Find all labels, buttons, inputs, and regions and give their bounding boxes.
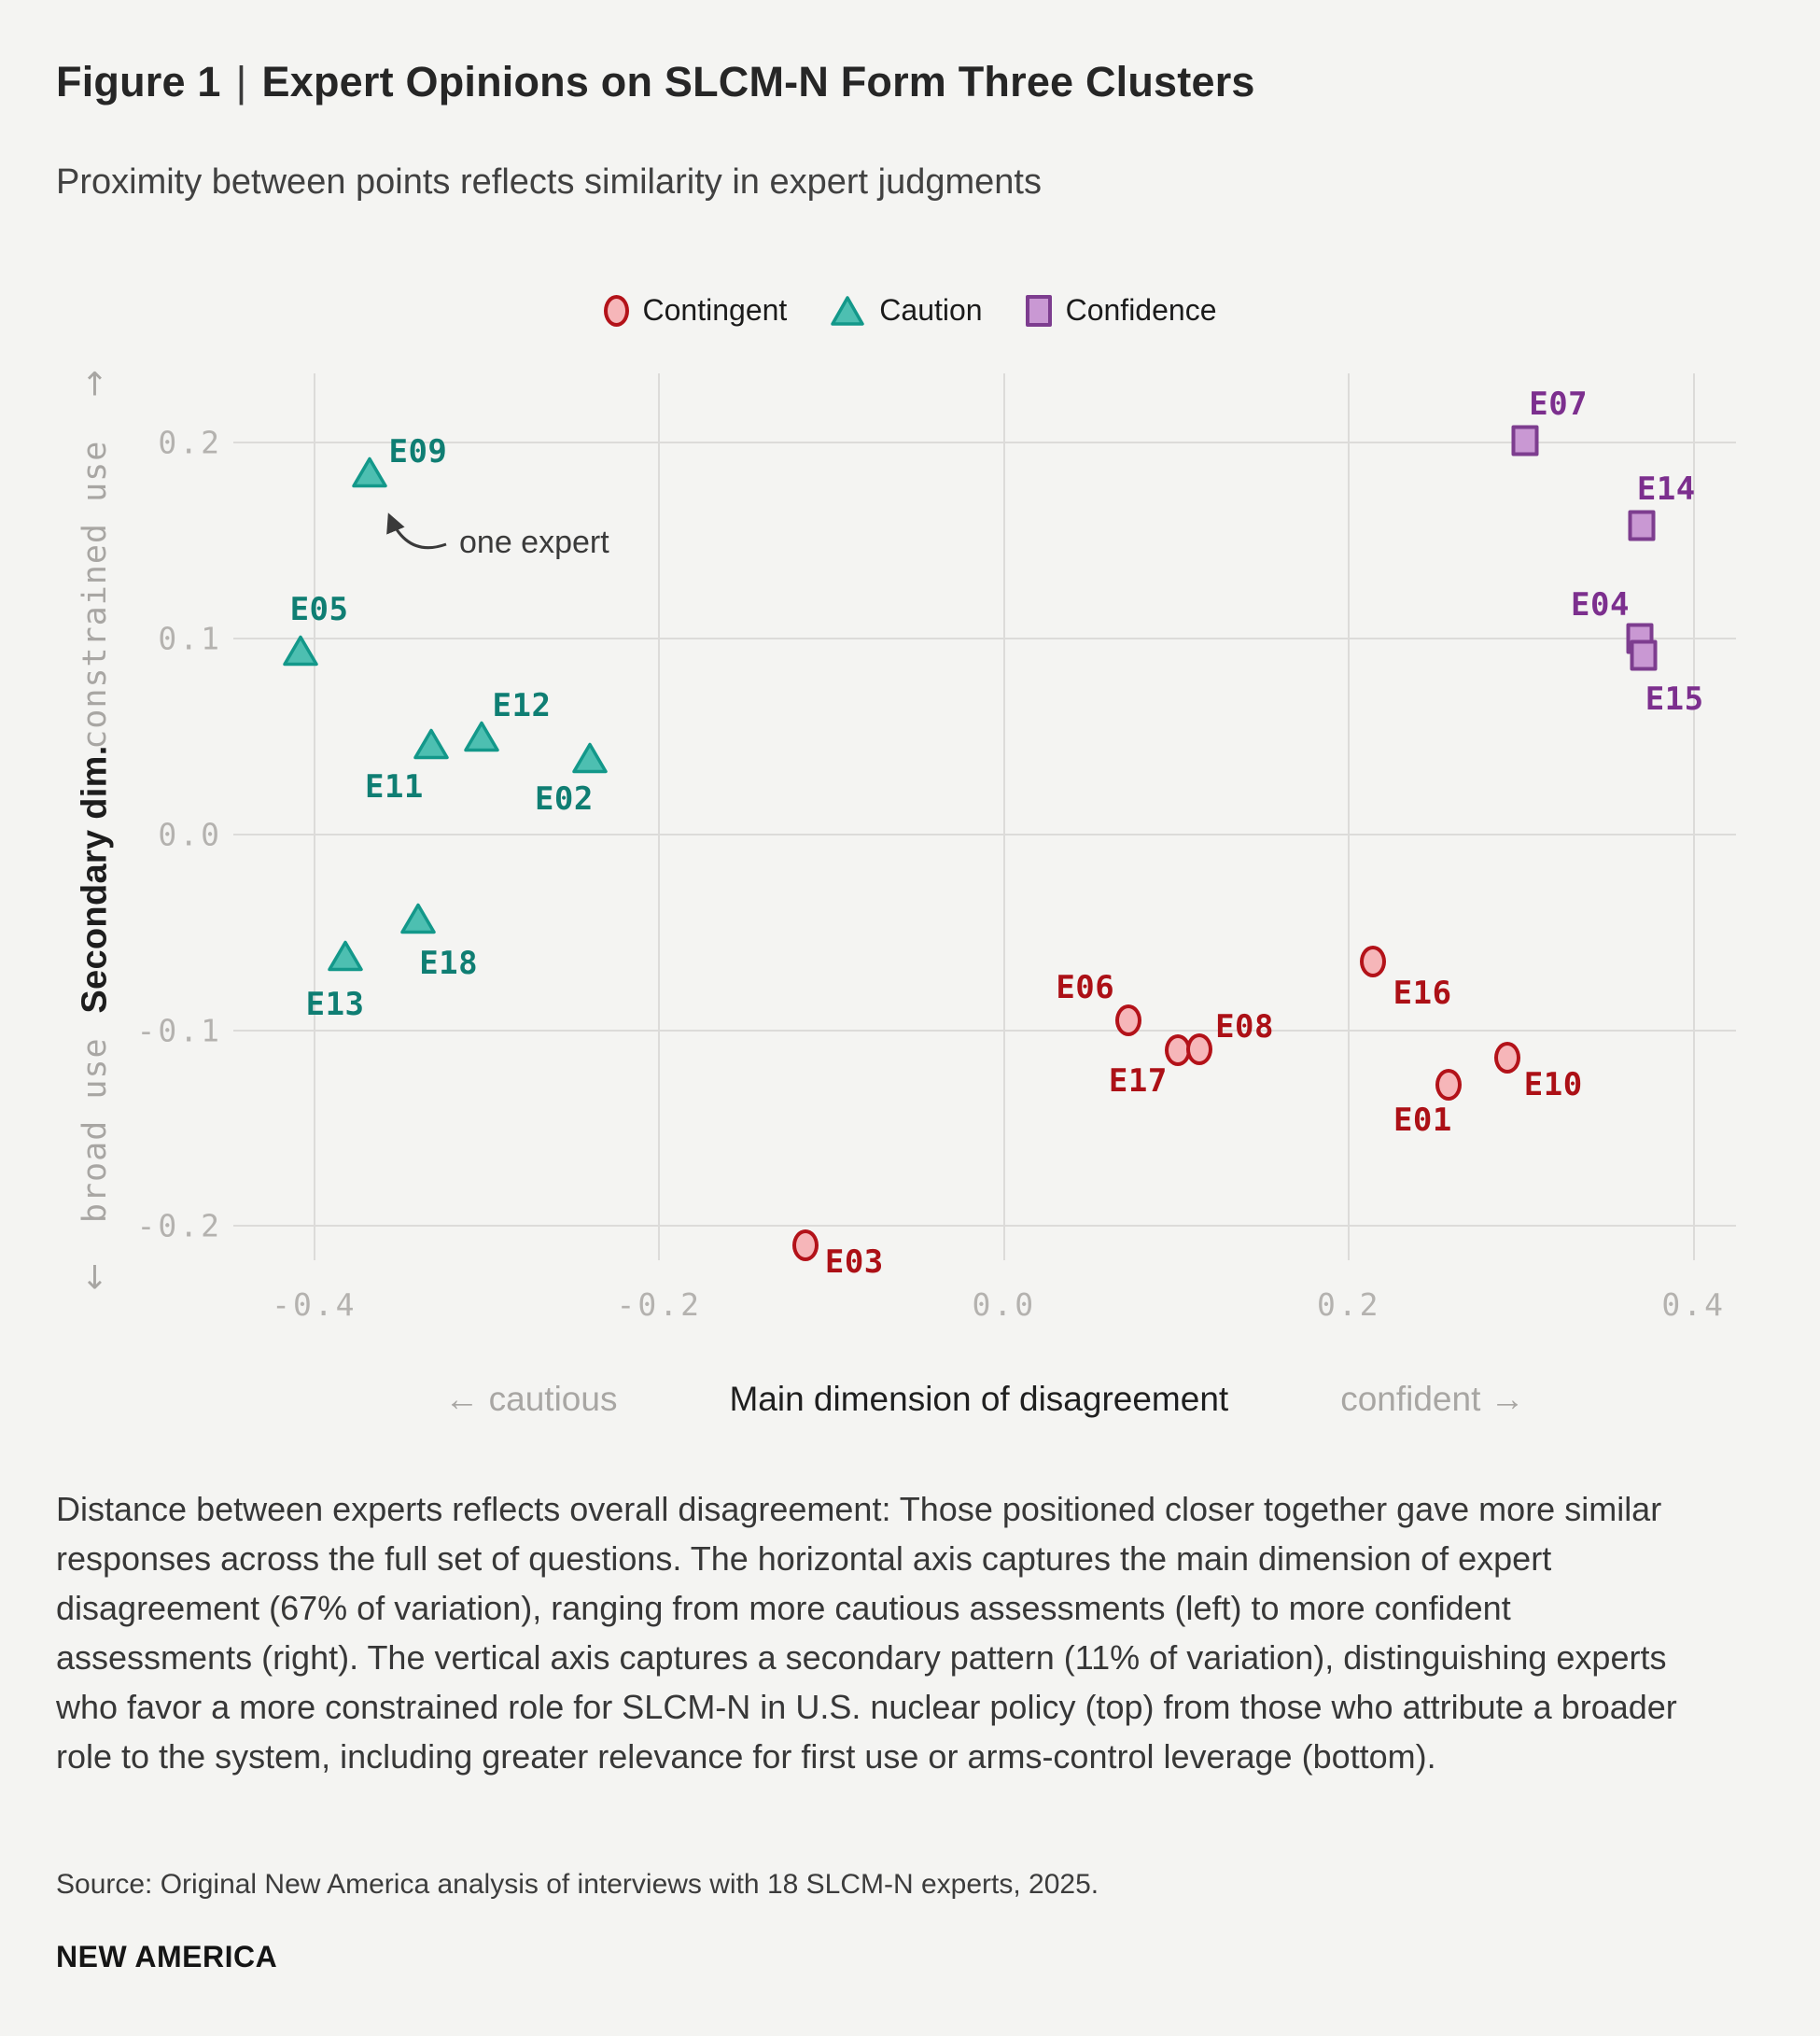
gridline-vertical bbox=[1002, 373, 1005, 1260]
legend-label: Confidence bbox=[1065, 293, 1217, 327]
data-point-E14 bbox=[1628, 510, 1656, 541]
point-label-E16: E16 bbox=[1393, 975, 1452, 1013]
gridline-vertical bbox=[1348, 373, 1351, 1260]
x-tick-label: 0.4 bbox=[1661, 1286, 1727, 1323]
x-tick-label: 0.2 bbox=[1316, 1286, 1381, 1323]
data-point-E01 bbox=[1435, 1069, 1463, 1102]
gridline-vertical bbox=[313, 373, 315, 1260]
y-tick-label: 0.2 bbox=[158, 424, 222, 461]
square-legend-icon bbox=[1025, 294, 1052, 327]
down-arrow-icon: ↓ bbox=[80, 1259, 110, 1298]
point-label-E14: E14 bbox=[1636, 470, 1696, 508]
annotation-text: one expert bbox=[459, 525, 609, 560]
data-point-E07 bbox=[1511, 425, 1539, 456]
y-axis-label-top-text: constrained use bbox=[77, 440, 114, 750]
y-tick-label: 0.1 bbox=[158, 620, 222, 657]
y-axis-label-broad-use: ↓ broad use bbox=[77, 1037, 114, 1297]
brand-logo: NEW AMERICA bbox=[56, 1940, 278, 1973]
point-label-E05: E05 bbox=[289, 590, 349, 628]
data-point-E09 bbox=[352, 456, 387, 488]
point-label-E18: E18 bbox=[419, 945, 479, 983]
y-axis-label-bottom-text: broad use bbox=[77, 1037, 114, 1224]
gridline-vertical bbox=[658, 373, 661, 1260]
y-tick-label: -0.1 bbox=[136, 1012, 222, 1049]
gridline-horizontal bbox=[233, 638, 1736, 640]
chart-legend: Contingent Caution Confidence bbox=[0, 293, 1820, 328]
x-tick-label: -0.2 bbox=[616, 1286, 703, 1323]
legend-item-confidence: Confidence bbox=[1025, 293, 1217, 328]
source-note: Source: Original New America analysis of… bbox=[56, 1869, 1099, 1900]
y-tick-label: 0.0 bbox=[158, 816, 222, 853]
triangle-legend-icon bbox=[831, 295, 865, 326]
data-point-E06 bbox=[1114, 1004, 1141, 1037]
x-axis-label-confident: confident → bbox=[1340, 1380, 1525, 1418]
data-point-E16 bbox=[1360, 946, 1387, 978]
point-label-E01: E01 bbox=[1393, 1102, 1452, 1140]
data-point-E18 bbox=[399, 903, 436, 934]
x-axis-labels: ← cautious Main dimension of disagreemen… bbox=[233, 1380, 1736, 1419]
point-label-E17: E17 bbox=[1108, 1061, 1168, 1100]
gridline-vertical bbox=[1692, 373, 1695, 1260]
circle-legend-icon bbox=[603, 294, 629, 327]
title-text: Expert Opinions on SLCM-N Form Three Clu… bbox=[261, 58, 1255, 105]
legend-item-caution: Caution bbox=[830, 293, 983, 328]
point-label-E15: E15 bbox=[1645, 680, 1704, 718]
data-point-E11 bbox=[413, 729, 450, 760]
data-point-E02 bbox=[572, 742, 609, 774]
x-axis-label-cautious: ← cautious bbox=[444, 1380, 618, 1418]
data-point-E13 bbox=[328, 940, 363, 972]
point-label-E09: E09 bbox=[388, 432, 448, 470]
gridline-horizontal bbox=[233, 442, 1736, 444]
data-point-E08 bbox=[1185, 1032, 1212, 1065]
up-arrow-icon: ↑ bbox=[80, 366, 110, 404]
page-title: Figure 1 | Expert Opinions on SLCM-N Form … bbox=[56, 58, 1255, 106]
y-axis-title: Secondary dim. bbox=[75, 745, 115, 1014]
plot-area: E05 E09 E11 E12 E02 E18 E13 E06 E17 E08 E16 E01 E10 E… bbox=[233, 373, 1736, 1281]
annotation-arrow bbox=[386, 513, 447, 550]
point-label-E13: E13 bbox=[305, 985, 365, 1023]
data-point-E10 bbox=[1494, 1041, 1521, 1074]
page-subtitle: Proximity between points reflects simila… bbox=[56, 162, 1042, 202]
x-tick-label: 0.0 bbox=[972, 1286, 1037, 1323]
point-label-E02: E02 bbox=[534, 780, 594, 819]
figure-caption: Distance between experts reflects overal… bbox=[56, 1490, 1677, 1776]
legend-label: Contingent bbox=[642, 293, 788, 327]
y-tick-label: -0.2 bbox=[136, 1207, 222, 1244]
legend-item-contingent: Contingent bbox=[603, 293, 788, 328]
x-tick-label: -0.4 bbox=[272, 1286, 357, 1323]
point-label-E06: E06 bbox=[1056, 969, 1115, 1007]
data-point-E05 bbox=[283, 635, 318, 666]
point-label-E12: E12 bbox=[492, 687, 552, 725]
point-label-E04: E04 bbox=[1571, 586, 1630, 625]
point-label-E11: E11 bbox=[364, 768, 424, 807]
gridline-horizontal bbox=[233, 833, 1736, 835]
data-point-E15 bbox=[1630, 639, 1658, 671]
point-label-E07: E07 bbox=[1529, 386, 1589, 424]
data-point-E12 bbox=[464, 721, 499, 752]
gridline-horizontal bbox=[233, 1029, 1736, 1032]
title-separator: | bbox=[235, 58, 247, 105]
gridline-horizontal bbox=[233, 1225, 1736, 1228]
x-axis-title: Main dimension of disagreement bbox=[729, 1380, 1229, 1418]
figure-number: Figure 1 bbox=[56, 58, 221, 105]
data-point-E03 bbox=[792, 1229, 819, 1262]
legend-label: Caution bbox=[879, 293, 983, 327]
point-label-E08: E08 bbox=[1215, 1007, 1274, 1046]
point-label-E10: E10 bbox=[1523, 1065, 1583, 1103]
point-label-E03: E03 bbox=[824, 1243, 884, 1282]
